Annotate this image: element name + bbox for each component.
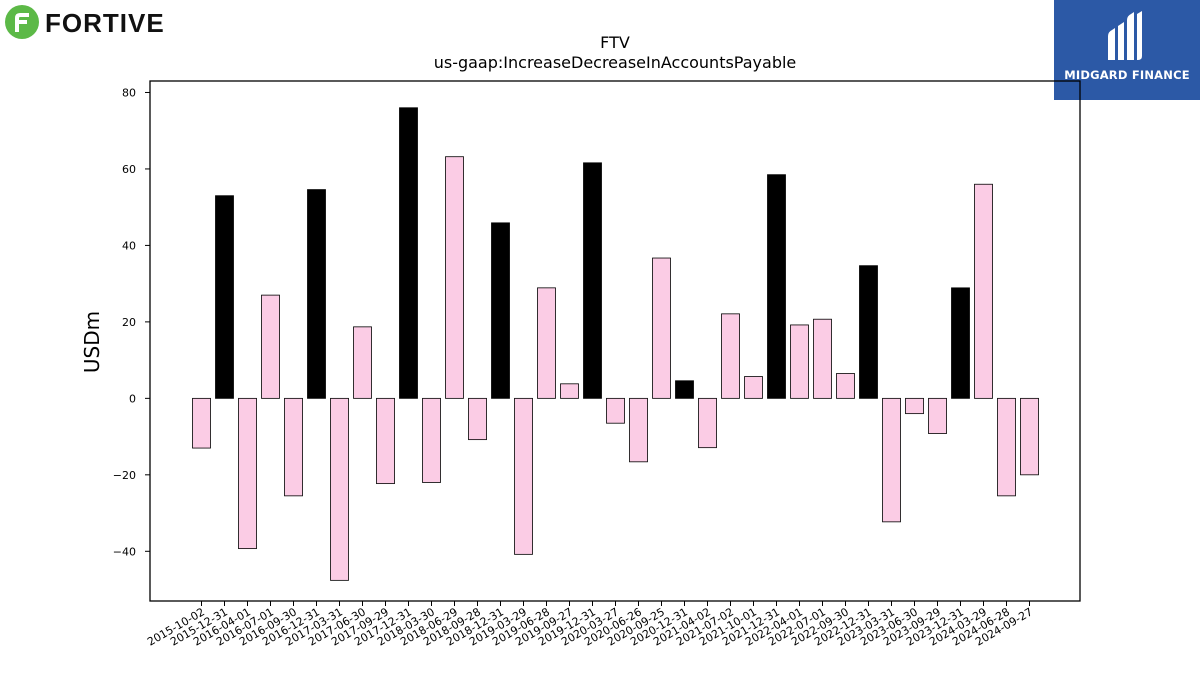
bar-2017-09-29 bbox=[376, 397, 395, 485]
bars-group bbox=[192, 107, 1039, 581]
chart-subtitle: us-gaap:IncreaseDecreaseInAccountsPayabl… bbox=[434, 53, 797, 72]
x-axis: 2015-10-022015-12-312016-04-012016-07-01… bbox=[145, 601, 1035, 649]
y-tick-label: 20 bbox=[122, 316, 136, 329]
bar-2022-09-30 bbox=[836, 373, 855, 399]
midgard-logo-mark bbox=[1108, 11, 1142, 60]
bar-2020-12-31 bbox=[675, 380, 694, 399]
y-tick-label: 80 bbox=[122, 86, 136, 99]
bar-2020-09-25 bbox=[652, 257, 671, 399]
bar-2022-07-01 bbox=[813, 318, 832, 399]
bar-2019-12-31 bbox=[583, 162, 602, 399]
bar-2018-06-29 bbox=[445, 156, 464, 399]
bar-2024-06-28 bbox=[997, 397, 1016, 497]
bar-2015-10-02 bbox=[192, 397, 211, 449]
bar-2020-03-27 bbox=[606, 397, 625, 424]
bar-2015-12-31 bbox=[215, 195, 234, 399]
bar-2020-06-26 bbox=[629, 397, 648, 463]
bar-2024-09-27 bbox=[1020, 397, 1039, 476]
bar-2022-04-01 bbox=[790, 324, 809, 399]
fortive-logo: FORTIVE bbox=[4, 4, 194, 42]
bar-2019-03-29 bbox=[514, 397, 533, 555]
bar-2023-06-30 bbox=[905, 397, 924, 415]
bar-2018-12-31 bbox=[491, 222, 510, 399]
midgard-logo-text: MIDGARD FINANCE bbox=[1064, 68, 1190, 82]
y-tick-label: 40 bbox=[122, 239, 136, 252]
bar-2021-04-02 bbox=[698, 397, 717, 449]
y-tick-label: −20 bbox=[113, 469, 136, 482]
bar-2022-12-31 bbox=[859, 265, 878, 399]
chart-title: FTV bbox=[600, 33, 630, 52]
bar-2021-12-31 bbox=[767, 174, 786, 399]
bar-2016-12-31 bbox=[307, 189, 326, 399]
bar-2023-03-31 bbox=[882, 397, 901, 523]
bar-2021-07-02 bbox=[721, 313, 740, 399]
bar-2016-04-01 bbox=[238, 397, 257, 550]
bar-2021-10-01 bbox=[744, 376, 763, 399]
bar-2018-03-30 bbox=[422, 397, 441, 483]
y-axis: −40 −20 0 20 40 60 80 bbox=[113, 86, 150, 558]
fortive-logo-text: FORTIVE bbox=[45, 8, 165, 38]
bar-2017-12-31 bbox=[399, 107, 418, 399]
bar-2019-06-28 bbox=[537, 287, 556, 399]
bar-2018-09-28 bbox=[468, 397, 487, 441]
bar-2017-03-31 bbox=[330, 397, 349, 581]
bar-2024-03-29 bbox=[974, 183, 993, 399]
bar-2019-09-27 bbox=[560, 383, 579, 399]
y-tick-label: 0 bbox=[129, 392, 136, 405]
plot-frame bbox=[149, 80, 1081, 602]
bar-2017-06-30 bbox=[353, 326, 372, 399]
bar-2023-09-29 bbox=[928, 397, 947, 434]
midgard-finance-logo: MIDGARD FINANCE bbox=[1054, 0, 1200, 100]
y-axis-label: USDm bbox=[80, 311, 104, 373]
bar-2016-07-01 bbox=[261, 294, 280, 399]
y-tick-label: −40 bbox=[113, 545, 136, 558]
bar-2023-12-31 bbox=[951, 287, 970, 399]
bar-2016-09-30 bbox=[284, 397, 303, 497]
y-tick-label: 60 bbox=[122, 163, 136, 176]
